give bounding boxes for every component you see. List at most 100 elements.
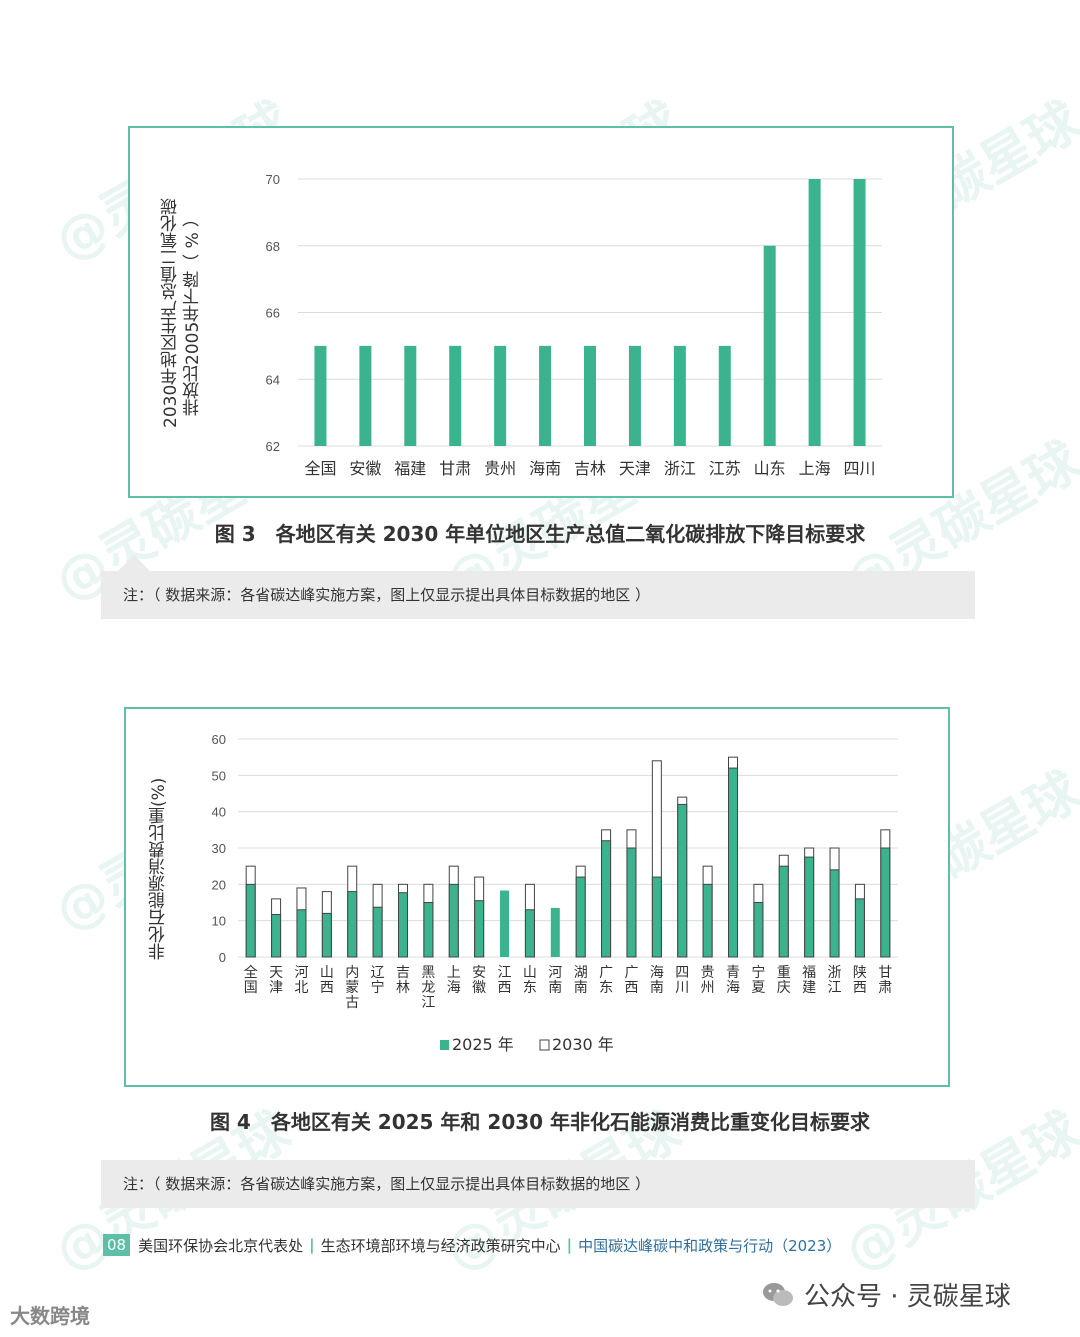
x-tick-label: 建 [802,980,816,996]
x-tick-label: 天 [269,965,283,981]
x-tick-label: 湖 [574,965,588,981]
bar-2025 [474,900,485,958]
bar-2025 [626,847,637,958]
bar-2025 [601,840,612,958]
bar-2025 [245,883,256,958]
x-tick-label: 黑 [421,965,435,981]
x-tick-label: 东 [599,980,613,996]
x-tick-label: 贵 [701,965,715,981]
bar-2025 [829,869,840,958]
bar [539,345,552,446]
wechat-account[interactable]: 公众号 · 灵碳星球 [762,1276,1011,1313]
x-tick-label: 南 [650,980,664,996]
x-tick-label: 海 [650,965,664,981]
x-tick-label: 甘肃 [439,459,471,478]
bar-2025 [854,898,865,958]
x-tick-label: 天津 [619,459,651,478]
x-tick-label: 安徽 [349,459,381,478]
bar-2025 [702,883,713,958]
x-tick-label: 宁 [371,979,385,996]
bar-2025 [677,803,688,958]
x-tick-label: 江 [828,980,842,996]
footer-separator: | [566,1236,573,1254]
bar [449,345,462,446]
wechat-label: 公众号 · 灵碳星球 [804,1282,1011,1312]
y-tick-label: 68 [266,239,280,254]
x-tick-label: 内 [345,965,359,981]
x-tick-label: 贵州 [484,459,516,478]
bar [359,345,372,446]
x-tick-label: 古 [345,995,359,1011]
bar-2025 [728,767,738,958]
footer-org2: 生态环境部环境与经济政策研究中心 [320,1236,561,1255]
bar-2025 [500,890,510,957]
x-tick-label: 东 [523,980,537,996]
y-tick-label: 60 [212,732,226,747]
y-tick-label: 64 [266,372,280,387]
x-tick-label: 肃 [878,980,892,996]
x-tick-label: 西 [853,980,867,996]
x-tick-label: 四 [675,965,689,981]
x-tick-label: 上海 [799,459,831,478]
x-tick-label: 广 [599,965,613,981]
bar-2025 [778,865,789,958]
figure4-chart: 0102030405060全国天津河北山西内蒙古辽宁吉林黑龙江上海安徽江西山东河… [212,732,898,1054]
x-tick-label: 陕 [853,965,867,981]
bar-2025 [575,876,586,958]
x-tick-label: 津 [269,980,283,996]
x-tick-label: 龙 [421,980,435,996]
bar [808,179,821,446]
x-tick-label: 辽 [371,965,385,981]
bar-2025 [271,913,282,958]
bar-2025 [880,847,891,958]
x-tick-label: 江 [421,995,435,1011]
x-tick-label: 重 [777,965,791,981]
bar-2025 [398,892,408,958]
bar [494,345,507,446]
x-tick-label: 江 [498,965,512,981]
x-tick-label: 山 [320,965,334,981]
bar-2025 [550,907,560,957]
bar-2025 [524,909,535,958]
x-tick-label: 国 [244,980,258,996]
x-tick-label: 蒙 [345,980,359,996]
x-tick-label: 州 [701,980,715,996]
y-tick-label: 50 [212,768,226,783]
bar-2025 [296,909,307,958]
figure3-frame: 2030年地区生产总值二氧化碳 排放比2005年下降（ % ） 62 64 66 68… [128,126,954,498]
legend-label-2030: 2030 年 [552,1035,614,1054]
x-tick-label: 浙江 [664,459,696,478]
x-tick-label: 全 [244,964,258,981]
legend-swatch-2030 [539,1039,550,1051]
x-tick-label: 山东 [754,459,786,478]
x-tick-label: 西 [498,980,512,996]
figure3-caption: 图 3 各地区有关 2030 年单位地区生产总值二氧化碳排放下降目标要求 [214,522,866,546]
x-tick-label: 河 [548,965,562,981]
figure3-chart: 62 64 66 68 70 全国 安徽 福建 甘肃 贵州 海南 吉林 天津 浙江 江苏 山东 上海 四川 [266,172,882,478]
bar-2025 [423,902,434,958]
x-tick-label: 宁 [751,964,765,981]
bar-2025 [347,891,358,958]
bar [853,179,866,446]
x-tick-label: 西 [320,980,334,996]
bar-2025 [321,912,332,958]
x-tick-label: 吉 [396,965,410,981]
footer-org1: 美国环保协会北京代表处 [138,1236,304,1255]
page-footer: 08 美国环保协会北京代表处 | 生态环境部环境与经济政策研究中心 | 中国碳达… [103,1233,841,1257]
bar-2025 [372,906,383,958]
x-tick-label: 甘 [878,965,892,981]
bar [404,345,417,446]
legend-label-2025: 2025 年 [452,1035,514,1054]
x-tick-label: 安 [472,965,486,981]
figure4-note: 注：（ 数据来源：各省碳达峰实施方案，图上仅显示提出具体目标数据的地区 ） [101,1160,975,1208]
note-tab [118,555,150,571]
x-tick-label: 庆 [777,980,791,996]
x-tick-label: 福 [802,965,816,981]
x-tick-label: 南 [548,980,562,996]
y-tick-label: 66 [266,306,280,321]
y-tick-label: 10 [212,914,226,929]
y-tick-label: 40 [212,805,226,820]
x-tick-label: 广 [624,965,638,981]
x-tick-label: 福建 [394,459,426,478]
y-tick-label: 20 [212,877,226,892]
